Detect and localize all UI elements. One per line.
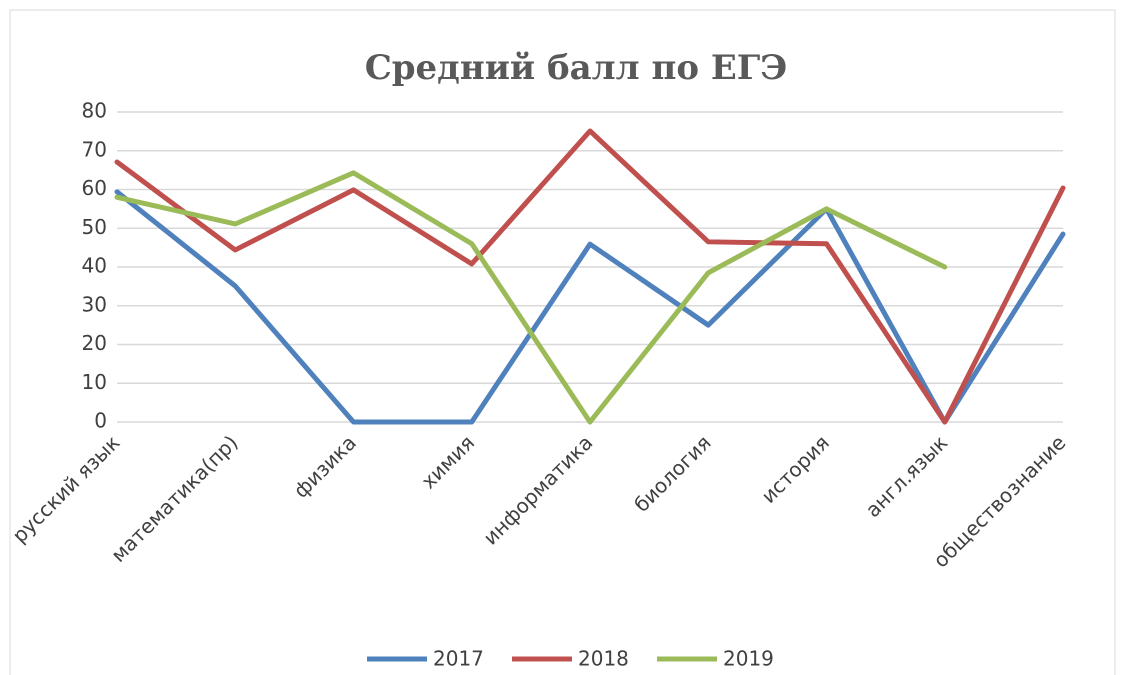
y-tick-label: 50	[82, 215, 107, 239]
chart-frame	[9, 9, 1116, 675]
series-line	[114, 170, 948, 425]
y-tick-label: 20	[82, 331, 107, 355]
legend-label: 2017	[433, 647, 484, 671]
y-tick-label: 60	[82, 176, 107, 200]
series-line	[114, 128, 1066, 425]
chart-title: Средний балл по ЕГЭ	[365, 48, 788, 88]
y-tick-label: 0	[94, 409, 107, 433]
y-tick-label: 40	[82, 254, 107, 278]
y-tick-label: 30	[82, 292, 107, 316]
y-tick-label: 10	[82, 370, 107, 394]
series-line	[114, 189, 1066, 425]
y-tick-label: 70	[82, 137, 107, 161]
legend-label: 2018	[578, 647, 629, 671]
legend-label: 2019	[723, 647, 774, 671]
y-tick-label: 80	[82, 99, 107, 123]
